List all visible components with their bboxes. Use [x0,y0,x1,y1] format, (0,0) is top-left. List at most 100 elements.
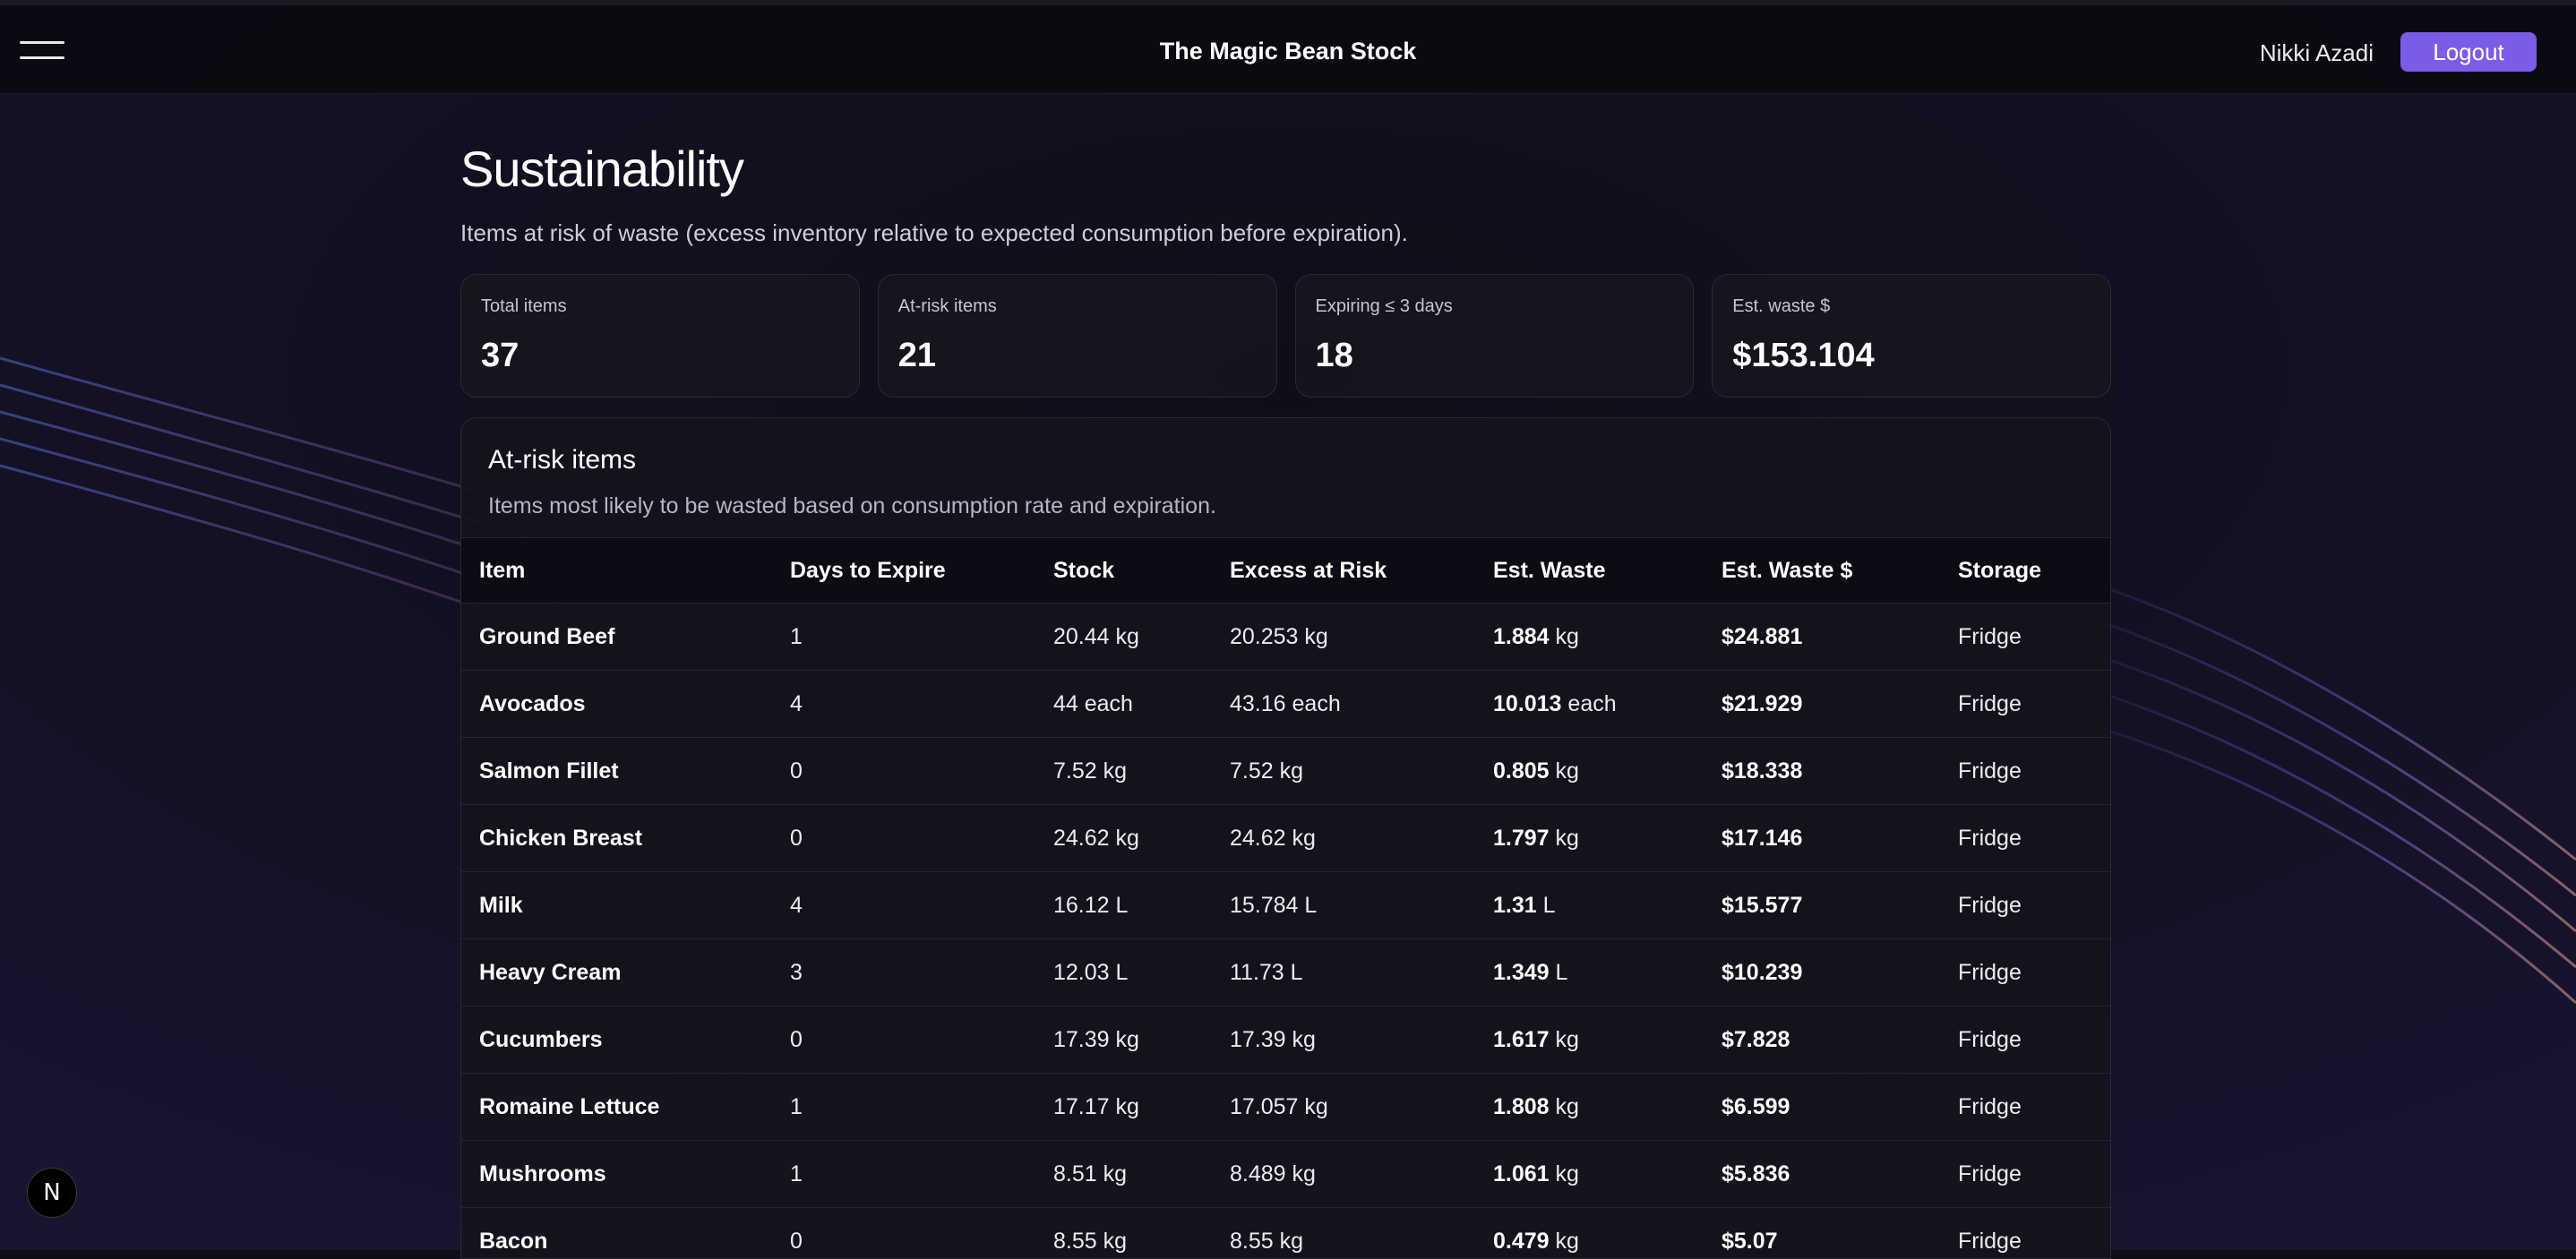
cell-item: Milk [461,872,772,939]
waste-amount: 1.808 [1493,1094,1550,1119]
logout-button[interactable]: Logout [2400,32,2537,72]
cell-storage: Fridge [1940,872,2111,939]
waste-unit: each [1567,691,1616,716]
cell-item: Salmon Fillet [461,738,772,805]
cell-storage: Fridge [1940,604,2111,671]
cell-days-to-expire: 0 [772,1208,1035,1259]
panel-title: At-risk items [488,445,2083,475]
cell-excess-at-risk: 20.253 kg [1212,604,1475,671]
waste-unit: kg [1556,1027,1579,1052]
at-risk-items-panel: At-risk items Items most likely to be wa… [460,417,2111,1259]
cell-storage: Fridge [1940,939,2111,1006]
page-title: Sustainability [460,140,2111,198]
column-header-est-waste-dollars[interactable]: Est. Waste $ [1704,538,1940,604]
page-subtitle: Items at risk of waste (excess inventory… [460,219,2111,247]
column-header-item[interactable]: Item [461,538,772,604]
cell-days-to-expire: 4 [772,671,1035,738]
column-header-stock[interactable]: Stock [1035,538,1212,604]
cell-est-waste-dollars: $7.828 [1704,1006,1940,1074]
cell-excess-at-risk: 8.489 kg [1212,1141,1475,1208]
stat-value: 18 [1316,337,1674,375]
cell-excess-at-risk: 24.62 kg [1212,805,1475,872]
cell-est-waste: 10.013 each [1475,671,1704,738]
cell-stock: 17.39 kg [1035,1006,1212,1074]
cell-est-waste: 1.617 kg [1475,1006,1704,1074]
cell-est-waste-dollars: $6.599 [1704,1074,1940,1141]
column-header-est-waste[interactable]: Est. Waste [1475,538,1704,604]
cell-days-to-expire: 1 [772,604,1035,671]
waste-unit: kg [1556,1161,1579,1186]
cell-excess-at-risk: 7.52 kg [1212,738,1475,805]
waste-amount: 1.797 [1493,826,1550,851]
cell-excess-at-risk: 17.39 kg [1212,1006,1475,1074]
cell-storage: Fridge [1940,738,2111,805]
cell-excess-at-risk: 8.55 kg [1212,1208,1475,1259]
waste-amount: 1.31 [1493,893,1537,918]
waste-unit: L [1543,893,1556,918]
column-header-days-to-expire[interactable]: Days to Expire [772,538,1035,604]
stat-label: Expiring ≤ 3 days [1316,296,1674,317]
waste-unit: kg [1556,758,1579,784]
waste-unit: L [1556,960,1568,985]
cell-est-waste: 1.061 kg [1475,1141,1704,1208]
table-header-row: Item Days to Expire Stock Excess at Risk… [461,538,2111,604]
cell-storage: Fridge [1940,1208,2111,1259]
stat-label: Total items [481,296,839,317]
waste-unit: kg [1556,624,1579,649]
at-risk-table: Item Days to Expire Stock Excess at Risk… [461,537,2111,1259]
waste-amount: 1.884 [1493,624,1550,649]
panel-header: At-risk items Items most likely to be wa… [461,418,2110,537]
cell-est-waste-dollars: $10.239 [1704,939,1940,1006]
column-header-excess-at-risk[interactable]: Excess at Risk [1212,538,1475,604]
nextjs-logo-icon[interactable]: N [27,1168,77,1218]
cell-days-to-expire: 0 [772,1006,1035,1074]
cell-est-waste: 1.31 L [1475,872,1704,939]
stat-card-est-waste: Est. waste $ $153.104 [1712,274,2111,398]
cell-days-to-expire: 3 [772,939,1035,1006]
cell-item: Bacon [461,1208,772,1259]
cell-est-waste-dollars: $24.881 [1704,604,1940,671]
cell-storage: Fridge [1940,671,2111,738]
waste-amount: 1.349 [1493,960,1550,985]
cell-excess-at-risk: 43.16 each [1212,671,1475,738]
cell-days-to-expire: 0 [772,805,1035,872]
stat-label: At-risk items [898,296,1257,317]
cell-stock: 7.52 kg [1035,738,1212,805]
stat-card-expiring-soon: Expiring ≤ 3 days 18 [1295,274,1695,398]
cell-est-waste: 1.349 L [1475,939,1704,1006]
cell-est-waste-dollars: $17.146 [1704,805,1940,872]
cell-est-waste-dollars: $15.577 [1704,872,1940,939]
waste-unit: kg [1556,1229,1579,1254]
main-content: Sustainability Items at risk of waste (e… [460,93,2111,1259]
waste-amount: 0.479 [1493,1229,1550,1254]
cell-item: Chicken Breast [461,805,772,872]
stat-value: $153.104 [1732,337,2091,375]
stats-row: Total items 37 At-risk items 21 Expiring… [460,274,2111,398]
cell-storage: Fridge [1940,1074,2111,1141]
waste-unit: kg [1556,826,1579,851]
cell-excess-at-risk: 11.73 L [1212,939,1475,1006]
stat-value: 37 [481,337,839,375]
cell-stock: 20.44 kg [1035,604,1212,671]
cell-est-waste: 1.884 kg [1475,604,1704,671]
column-header-storage[interactable]: Storage [1940,538,2111,604]
cell-est-waste-dollars: $5.07 [1704,1208,1940,1259]
cell-excess-at-risk: 17.057 kg [1212,1074,1475,1141]
cell-days-to-expire: 1 [772,1141,1035,1208]
stat-card-total-items: Total items 37 [460,274,860,398]
cell-excess-at-risk: 15.784 L [1212,872,1475,939]
top-navigation-bar: The Magic Bean Stock Nikki Azadi Logout [0,5,2576,94]
cell-days-to-expire: 1 [772,1074,1035,1141]
cell-storage: Fridge [1940,805,2111,872]
